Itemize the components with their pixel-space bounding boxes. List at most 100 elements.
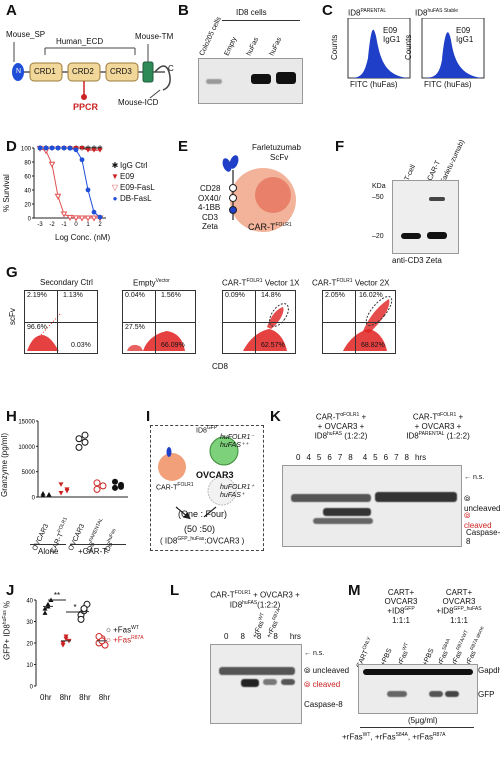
panel-f-letter: F bbox=[335, 138, 345, 155]
e-zeta: Zeta bbox=[202, 222, 219, 231]
i-ovcar3: OVCAR3 bbox=[196, 470, 234, 480]
ppcr-label: PPCR bbox=[73, 102, 99, 112]
g-title-3: CAR-TFOLR1 Vector 2X bbox=[312, 278, 390, 288]
d-point-dbfasl bbox=[61, 145, 67, 151]
h-ytick-label: 0 bbox=[32, 496, 36, 502]
panel-l-blot bbox=[210, 644, 302, 724]
i-ratio-2: (50 :50) bbox=[184, 524, 216, 534]
panel-d-letter: D bbox=[6, 138, 17, 155]
h-point bbox=[93, 485, 101, 493]
j-ytick-label: 0 bbox=[30, 685, 34, 691]
j-sig-1: ** bbox=[54, 591, 60, 600]
h-point bbox=[75, 435, 83, 443]
panel-i-letter: I bbox=[146, 408, 151, 425]
facs-plot-secondary: 2.19% 1.13% 96.6% 0.03% bbox=[24, 290, 98, 354]
d-point-e09 bbox=[97, 148, 103, 153]
ppcr-marker bbox=[81, 94, 87, 100]
h-ylabel: Granzyme (pg/ml) bbox=[0, 432, 9, 497]
panel-f-blot bbox=[392, 180, 459, 254]
car-t-cell-i bbox=[158, 453, 186, 481]
h-point bbox=[81, 438, 89, 446]
panel-i-diagram bbox=[158, 436, 239, 520]
d-ytick-label: 0 bbox=[28, 217, 32, 223]
panel-g-letter: G bbox=[6, 264, 18, 281]
j-point bbox=[42, 606, 48, 611]
d-point-e09fasl bbox=[78, 215, 86, 222]
d-point-e09 bbox=[85, 148, 91, 153]
facs-plot-cart-2x: 2.05% 16.02% 68.82% bbox=[322, 290, 396, 354]
d-point-dbfasl bbox=[67, 145, 73, 151]
legend-triangle-open-icon: ▽ bbox=[111, 183, 119, 192]
d-point-e09fasl bbox=[60, 211, 68, 218]
d-xlabel: Log Conc. (nM) bbox=[55, 233, 111, 242]
j-ytick-label: 30 bbox=[26, 620, 33, 626]
j-point bbox=[80, 605, 88, 613]
d-point-e09 bbox=[79, 146, 85, 151]
d-xtick-label: 2 bbox=[98, 222, 102, 228]
c-leg2-b: IgG1 bbox=[456, 35, 474, 44]
i-hufolr1a: huFOLR1⁻ bbox=[220, 434, 255, 441]
l-cleaved: ⦾ cleaved bbox=[304, 680, 341, 689]
panel-e-diagram bbox=[222, 155, 296, 232]
legend-triangle-down-icon: ▼ bbox=[111, 172, 119, 181]
e-cd3: CD3 bbox=[202, 213, 219, 222]
e-ox40: OX40/ bbox=[198, 194, 221, 203]
l-caspase: Caspase-8 bbox=[304, 700, 343, 709]
f-kda: KDa bbox=[372, 183, 386, 190]
h-ytick-label: 5000 bbox=[22, 470, 36, 476]
j-point bbox=[63, 634, 69, 640]
c-title-1: ID8PARENTAL bbox=[348, 8, 387, 18]
facs-plot-empty: 0.04% 1.56% 27.5% 66.09% bbox=[122, 290, 196, 354]
crd1-box bbox=[29, 62, 63, 82]
h-point bbox=[93, 479, 101, 487]
k-uncleaved: ⦾ uncleaved bbox=[464, 494, 500, 513]
lane-hufas-1: huFas bbox=[245, 36, 261, 57]
c-ylabel-b: Counts bbox=[404, 34, 413, 60]
d-ytick-label: 100 bbox=[21, 147, 32, 153]
e-scfv: ScFv bbox=[270, 153, 289, 162]
crd3-label: CRD3 bbox=[110, 67, 132, 76]
c-xlabel-b: FITC (huFas) bbox=[424, 80, 472, 89]
m-group-1: CART+ OVCAR3 +ID8GFP 1:1:1 bbox=[384, 588, 418, 625]
h-point bbox=[112, 478, 118, 485]
h-point bbox=[64, 488, 70, 494]
panel-e-letter: E bbox=[178, 138, 189, 155]
h-point bbox=[46, 491, 52, 497]
e-farletuzumab: Farletuzumab bbox=[252, 143, 301, 152]
signal-peptide-shape bbox=[12, 63, 24, 81]
m-dose: (5μg/ml) bbox=[408, 716, 438, 725]
d-line-e09fasl bbox=[39, 147, 101, 219]
c-title-2: ID8huFAS Stable bbox=[415, 8, 459, 18]
c-leg2-a: IgG1 bbox=[383, 35, 401, 44]
panel-b-blot bbox=[198, 58, 303, 104]
panel-a-schematic bbox=[12, 42, 171, 100]
d-point-dbfasl bbox=[85, 187, 91, 193]
j-ytick-label: 20 bbox=[26, 642, 33, 648]
d-point-e09fasl bbox=[54, 193, 62, 200]
n-terminus-label: N bbox=[16, 68, 22, 75]
tm-box bbox=[142, 61, 154, 83]
k-header-1: CAR-TαFOLR1 + + OVCAR3 + ID8huFAS (1:2:2… bbox=[314, 412, 368, 441]
mouse-tm-label: Mouse-TM bbox=[135, 32, 174, 41]
legend-asterisk-icon: ✱ bbox=[111, 161, 119, 170]
d-xtick-label: -2 bbox=[49, 222, 55, 228]
h-point bbox=[118, 483, 124, 490]
m-gfp: GFP bbox=[478, 690, 495, 699]
j-sig-2: * bbox=[73, 603, 76, 612]
id8-cells-label: ID8 cells bbox=[236, 8, 267, 17]
mouse-sp-label: Mouse_SP bbox=[6, 30, 46, 39]
lane-empty: Empty bbox=[223, 36, 239, 57]
d-legend: ✱ IgG Ctrl ▼ E09 ▽ E09-FasL ● DB-FasL bbox=[111, 161, 155, 203]
j-xcats: 0hr 8hr 8hr 8hr bbox=[40, 693, 111, 702]
i-ratio-3: ( ID8GFP_huFas:OVCAR3 ) bbox=[160, 536, 245, 546]
d-xtick-label: -3 bbox=[37, 222, 43, 228]
cd3-node bbox=[229, 206, 237, 214]
nucleus-shape bbox=[255, 177, 291, 213]
k-caspase: Caspase-8 bbox=[466, 528, 500, 546]
d-ytick-label: 40 bbox=[24, 189, 31, 195]
panel-a-letter: A bbox=[6, 2, 17, 19]
h-point bbox=[58, 490, 64, 496]
d-xtick-label: 1 bbox=[86, 222, 90, 228]
f-caption: anti-CD3 Zeta bbox=[392, 256, 442, 265]
